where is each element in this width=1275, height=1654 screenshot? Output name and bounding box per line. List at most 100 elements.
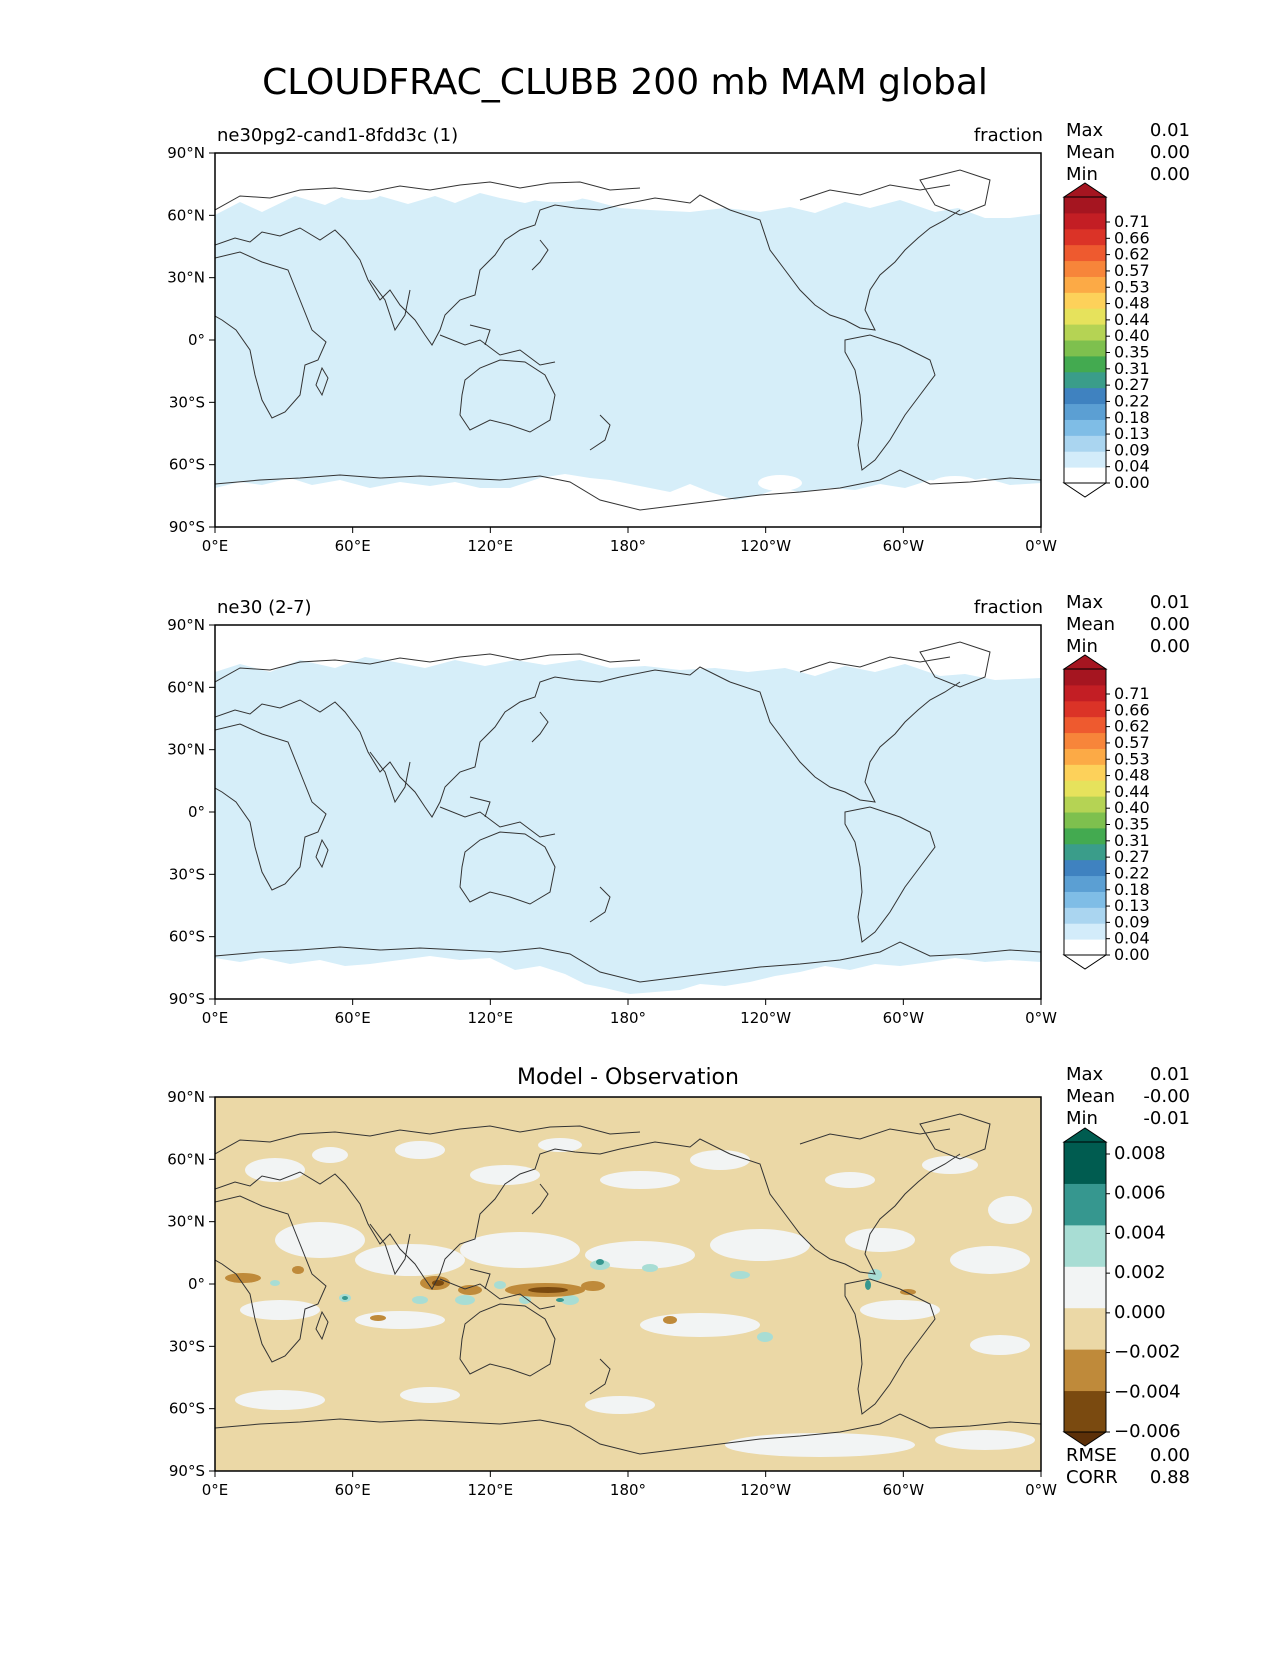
- stat-label: Max: [1066, 120, 1104, 141]
- colorbar-lower-extension: [1062, 482, 1108, 498]
- colorbar-segment: [1064, 244, 1106, 262]
- panel-3-center-title: Model - Observation: [517, 1065, 739, 1090]
- panel-1-lon-ticks: 0°E 60°E 120°E 180° 120°W 60°W 0°W: [202, 527, 1057, 555]
- colorbar-tick-label: 0.53: [1114, 277, 1150, 296]
- stat-label: Max: [1066, 592, 1104, 613]
- colorbar-frame: [1063, 196, 1107, 484]
- stat-value: 0.00: [1150, 142, 1190, 163]
- colorbar-tick-label: 0.71: [1114, 212, 1150, 231]
- lat-tick-label: 60°N: [167, 678, 205, 696]
- colorbar-segment: [1064, 387, 1106, 405]
- stat-label: Min: [1066, 636, 1098, 657]
- lat-tick-label: 90°N: [167, 1088, 205, 1106]
- colorbar-tick-label: 0.66: [1114, 700, 1150, 719]
- panel-1-stats: Max 0.01 Mean 0.00 Min 0.00: [1066, 120, 1190, 185]
- colorbar-tick-label: 0.48: [1114, 294, 1150, 313]
- stat-label: Min: [1066, 1108, 1098, 1129]
- colorbar-tick-label: 0.62: [1114, 717, 1150, 736]
- lat-tick-label: 0°: [188, 331, 205, 349]
- stat-value: 0.88: [1150, 1467, 1190, 1488]
- stat-value: 0.01: [1150, 120, 1190, 141]
- panel-2-map: [215, 625, 1041, 999]
- lat-tick-label: 30°S: [169, 865, 205, 883]
- colorbar-tick-label: 0.44: [1114, 782, 1150, 801]
- stat-value: 0.01: [1150, 592, 1190, 613]
- stat-label: Mean: [1066, 142, 1115, 163]
- lat-tick-label: 30°N: [167, 269, 205, 287]
- stat-value: 0.01: [1150, 1064, 1190, 1085]
- lon-tick-label: 60°W: [883, 1481, 925, 1499]
- colorbar-segment: [1064, 716, 1106, 734]
- panel-3-strong-positive-anomalies: [342, 1259, 871, 1302]
- colorbar-segment: [1064, 764, 1106, 781]
- colorbar-tick-label: 0.00: [1114, 473, 1150, 492]
- colorbar-segment: [1064, 700, 1106, 718]
- lat-tick-label: 60°N: [167, 1150, 205, 1168]
- colorbar-tick-label: 0.18: [1114, 880, 1150, 899]
- colorbar-segment: [1064, 732, 1106, 749]
- panel-1-clear-patches: [340, 190, 980, 509]
- colorbar-segment: [1064, 939, 1106, 956]
- stat-value: -0.00: [1143, 1086, 1190, 1107]
- lon-tick-label: 120°E: [468, 537, 514, 555]
- colorbar-lower-extension: [1062, 1431, 1108, 1447]
- panel-2-left-title: ne30 (2-7): [217, 597, 312, 618]
- stat-label: Mean: [1066, 614, 1115, 635]
- lat-tick-label: 60°S: [169, 928, 205, 946]
- colorbar-upper-extension: [1062, 182, 1108, 198]
- lat-tick-label: 90°N: [167, 616, 205, 634]
- colorbar-segment: [1064, 1266, 1106, 1309]
- colorbar-segment: [1064, 796, 1106, 813]
- colorbar-segment: [1064, 1390, 1106, 1433]
- lon-tick-label: 0°W: [1025, 1009, 1057, 1027]
- lon-tick-label: 60°W: [883, 537, 925, 555]
- colorbar-segment: [1064, 467, 1106, 484]
- colorbar-segment: [1064, 907, 1106, 924]
- stat-label: CORR: [1066, 1467, 1118, 1488]
- colorbar-tick-label: 0.22: [1114, 863, 1150, 882]
- panel-1-units: fraction: [974, 125, 1043, 146]
- lon-tick-label: 180°: [610, 1009, 646, 1027]
- colorbar-tick-label: 0.13: [1114, 424, 1150, 443]
- colorbar-frame: [1063, 668, 1107, 956]
- panel-2: ne30 (2-7) fraction 90°N 60°N 30°N 0° 30°S 60…: [167, 592, 1190, 1027]
- colorbar-segment: [1064, 260, 1106, 277]
- stat-label: Max: [1066, 1064, 1104, 1085]
- colorbar-tick-label: 0.35: [1114, 343, 1150, 362]
- lon-tick-label: 180°: [610, 537, 646, 555]
- colorbar-tick-label: 0.09: [1114, 440, 1150, 459]
- colorbar-segment: [1064, 419, 1106, 436]
- colorbar-segment: [1064, 748, 1106, 765]
- colorbar-tick-label: 0.71: [1114, 684, 1150, 703]
- colorbar-upper-extension: [1062, 654, 1108, 670]
- stat-value: 0.00: [1150, 1445, 1190, 1466]
- lat-tick-label: 90°S: [169, 990, 205, 1008]
- colorbar-segment: [1064, 843, 1106, 861]
- colorbar-tick-label: 0.00: [1114, 945, 1150, 964]
- panel-3-strong-negative-anomalies: [432, 1280, 568, 1293]
- colorbar-tick-label: −0.004: [1114, 1381, 1181, 1402]
- colorbar-tick-label: 0.57: [1114, 261, 1150, 280]
- colorbar-segment: [1064, 1183, 1106, 1226]
- lat-tick-label: 30°N: [167, 741, 205, 759]
- colorbar-segment: [1064, 371, 1106, 389]
- stat-value: -0.01: [1143, 1108, 1190, 1129]
- colorbar-segment: [1064, 340, 1106, 357]
- panel-1-cloud-fraction-field: [215, 192, 1041, 500]
- colorbar-segment: [1064, 355, 1106, 373]
- colorbar-tick-label: 0.04: [1114, 929, 1150, 948]
- panel-2-lon-ticks: 0°E 60°E 120°E 180° 120°W 60°W 0°W: [202, 999, 1057, 1027]
- lon-tick-label: 120°W: [740, 537, 791, 555]
- lon-tick-label: 0°E: [202, 1009, 229, 1027]
- panel-3-lon-ticks: 0°E 60°E 120°E 180° 120°W 60°W 0°W: [202, 1471, 1057, 1499]
- lon-tick-label: 0°E: [202, 537, 229, 555]
- colorbar-segment: [1064, 780, 1106, 797]
- colorbar-tick-label: 0.40: [1114, 326, 1150, 345]
- lat-tick-label: 90°N: [167, 144, 205, 162]
- lat-tick-label: 30°S: [169, 393, 205, 411]
- colorbar-tick-label: 0.09: [1114, 912, 1150, 931]
- panel-2-units: fraction: [974, 597, 1043, 618]
- lon-tick-label: 0°W: [1025, 537, 1057, 555]
- colorbar-segment: [1064, 669, 1106, 686]
- colorbar-tick-label: 0.18: [1114, 408, 1150, 427]
